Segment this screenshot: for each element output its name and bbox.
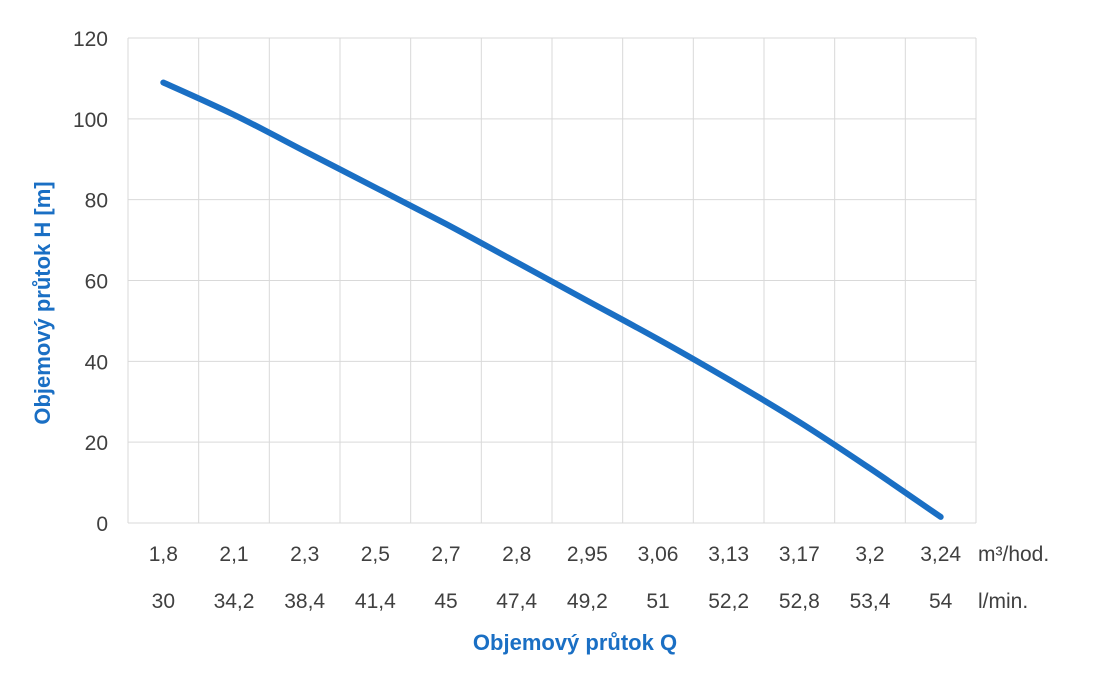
- x-tick-label-lmin: 54: [929, 590, 953, 613]
- x-tick-label-m3h: 3,06: [638, 543, 679, 566]
- unit-m3h-label: m³/hod.: [978, 543, 1049, 566]
- x-tick-label-m3h: 2,95: [567, 543, 608, 566]
- x-tick-label-m3h: 2,1: [219, 543, 248, 566]
- x-tick-label-lmin: 38,4: [284, 590, 325, 613]
- y-tick-label: 0: [96, 513, 108, 536]
- x-tick-label-m3h: 1,8: [149, 543, 178, 566]
- y-tick-label: 40: [85, 351, 108, 374]
- x-tick-label-lmin: 51: [646, 590, 669, 613]
- y-tick-label: 80: [85, 190, 108, 213]
- x-tick-label-m3h: 2,5: [361, 543, 390, 566]
- x-tick-labels: 1,8 2,1 2,3 2,5 2,7 2,8 2,95 3,06 3,13 3,17 3,2 3,2…: [149, 543, 962, 613]
- x-tick-label-lmin: 52,8: [779, 590, 820, 613]
- x-tick-label-lmin: 49,2: [567, 590, 608, 613]
- x-tick-label-m3h: 3,2: [855, 543, 884, 566]
- x-tick-label-m3h: 2,7: [431, 543, 460, 566]
- y-axis-title: Objemový průtok H [m]: [30, 181, 55, 424]
- y-tick-label: 120: [73, 28, 108, 51]
- x-tick-label-lmin: 53,4: [850, 590, 891, 613]
- y-tick-labels: 0 20 40 60 80 100 120: [73, 28, 108, 536]
- x-tick-label-m3h: 3,17: [779, 543, 820, 566]
- y-tick-label: 100: [73, 109, 108, 132]
- x-tick-label-lmin: 41,4: [355, 590, 396, 613]
- x-tick-label-m3h: 3,24: [920, 543, 961, 566]
- x-tick-label-m3h: 2,8: [502, 543, 531, 566]
- x-tick-label-lmin: 45: [434, 590, 457, 613]
- unit-lmin-label: l/min.: [978, 590, 1028, 613]
- series-lines: [160, 79, 944, 520]
- x-tick-label-lmin: 52,2: [708, 590, 749, 613]
- y-tick-label: 60: [85, 271, 108, 294]
- x-tick-label-lmin: 30: [152, 590, 175, 613]
- x-tick-label-lmin: 34,2: [214, 590, 255, 613]
- x-tick-label-m3h: 3,13: [708, 543, 749, 566]
- x-axis-title: Objemový průtok Q: [473, 630, 677, 655]
- x-tick-label-m3h: 2,3: [290, 543, 319, 566]
- series-line: [160, 79, 944, 520]
- y-tick-label: 20: [85, 432, 108, 455]
- x-tick-label-lmin: 47,4: [496, 590, 537, 613]
